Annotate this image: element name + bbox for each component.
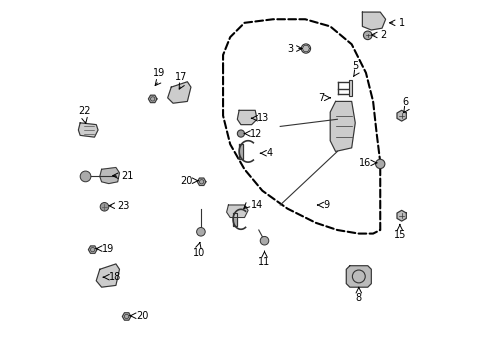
Text: 20: 20 <box>136 311 148 321</box>
Polygon shape <box>148 95 157 103</box>
Text: 22: 22 <box>79 107 91 116</box>
Circle shape <box>363 31 371 40</box>
Polygon shape <box>233 213 236 226</box>
Polygon shape <box>100 167 119 184</box>
Text: 23: 23 <box>117 201 129 211</box>
Circle shape <box>237 130 244 137</box>
Polygon shape <box>239 144 242 158</box>
Polygon shape <box>167 82 190 103</box>
Text: 7: 7 <box>318 93 324 103</box>
Polygon shape <box>78 123 98 137</box>
Text: 1: 1 <box>398 18 404 28</box>
FancyBboxPatch shape <box>348 80 351 96</box>
Text: 2: 2 <box>380 30 386 40</box>
Text: 4: 4 <box>266 148 272 158</box>
Text: 5: 5 <box>351 61 358 71</box>
Circle shape <box>260 237 268 245</box>
Circle shape <box>301 44 310 53</box>
Polygon shape <box>237 111 257 125</box>
Polygon shape <box>226 205 247 217</box>
Text: 18: 18 <box>109 272 121 282</box>
Polygon shape <box>197 178 205 185</box>
Text: 9: 9 <box>323 200 329 210</box>
Text: 19: 19 <box>102 244 114 253</box>
Text: 13: 13 <box>257 113 269 123</box>
Circle shape <box>375 159 384 168</box>
Text: 16: 16 <box>358 158 370 168</box>
Circle shape <box>80 171 91 182</box>
Text: 19: 19 <box>153 68 165 78</box>
Polygon shape <box>396 111 406 121</box>
Text: 15: 15 <box>393 230 405 240</box>
Text: 21: 21 <box>122 171 134 181</box>
Polygon shape <box>329 102 354 152</box>
Text: 10: 10 <box>193 248 205 258</box>
Polygon shape <box>88 246 97 253</box>
Text: 3: 3 <box>286 44 292 54</box>
Circle shape <box>100 203 108 211</box>
Text: 14: 14 <box>250 200 263 210</box>
Text: 12: 12 <box>250 129 262 139</box>
Polygon shape <box>396 210 406 221</box>
Polygon shape <box>96 264 119 287</box>
Polygon shape <box>122 313 131 320</box>
Text: 11: 11 <box>258 257 270 267</box>
Text: 6: 6 <box>401 98 407 108</box>
Polygon shape <box>362 12 385 30</box>
Polygon shape <box>346 266 370 287</box>
Text: 20: 20 <box>180 176 192 186</box>
Text: 17: 17 <box>175 72 187 82</box>
Circle shape <box>196 228 205 236</box>
Text: 8: 8 <box>355 293 361 303</box>
